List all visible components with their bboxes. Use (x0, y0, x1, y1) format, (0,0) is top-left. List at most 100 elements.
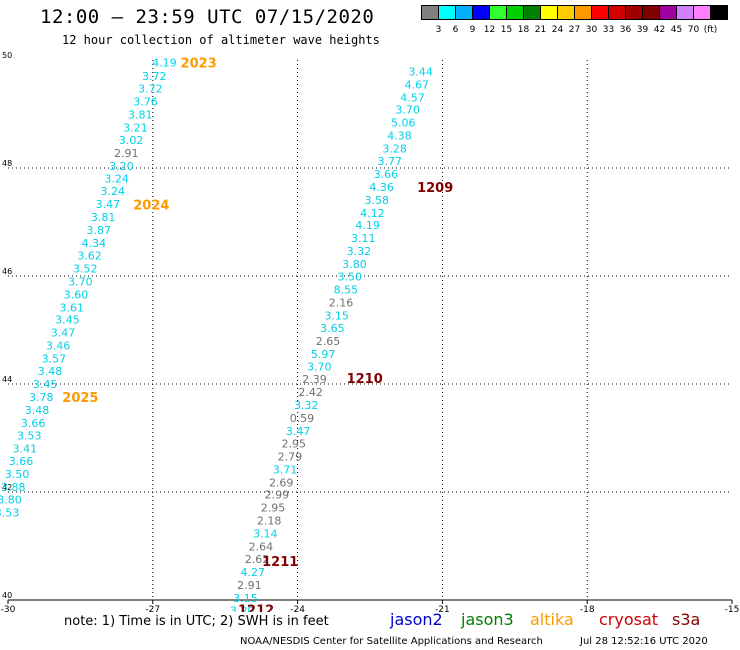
wave-height-value: 2.39 (302, 373, 327, 386)
y-tick-label: 46 (2, 267, 12, 276)
wave-height-value: 3.80 (342, 258, 367, 271)
wave-height-value: 2.91 (114, 147, 139, 160)
wave-height-value: 3.61 (59, 301, 84, 314)
color-scale-tick: 6 (453, 25, 459, 35)
color-swatch (710, 5, 728, 20)
satellite-jason2-label: jason2 (390, 610, 443, 629)
y-tick-label: 44 (2, 375, 12, 384)
wave-height-value: 4.34 (82, 237, 107, 250)
color-scale-tick: 12 (484, 25, 495, 35)
wave-height-value: 2.18 (257, 515, 282, 528)
wave-height-value: 3.21 (123, 122, 148, 135)
wave-height-value: 3.32 (294, 399, 319, 412)
wave-height-value: 5.97 (311, 348, 336, 361)
pass-time-label: 2023 (181, 57, 217, 72)
pass-time-label: 1210 (347, 372, 383, 387)
wave-height-value: 3.45 (55, 314, 80, 327)
color-scale-tick: 39 (637, 25, 649, 35)
wave-height-value: 3.87 (86, 224, 111, 237)
wave-height-value: 3.66 (21, 417, 46, 430)
color-scale-tick: 30 (586, 25, 598, 35)
wave-height-value: 3.77 (378, 155, 403, 168)
color-scale-tick: 36 (620, 25, 632, 35)
wave-height-value: 2.64 (249, 541, 274, 554)
x-tick-label: -30 (1, 605, 16, 612)
color-scale-tick: 70 (688, 25, 700, 35)
wave-height-value: 4.19 (355, 219, 380, 232)
pass-time-label: 1209 (417, 181, 453, 196)
wave-height-value: 2.95 (261, 502, 286, 515)
wave-height-value: 3.81 (91, 211, 116, 224)
chart-title: 12:00 – 23:59 UTC 07/15/2020 (40, 6, 375, 28)
wave-height-value: 2.42 (298, 386, 323, 399)
wave-height-value: 3.72 (142, 70, 167, 83)
color-scale-legend: 3 6 9 12 15 18 21 24 27 30 33 36 39 42 45 70 (ft) (421, 5, 728, 35)
wave-height-value: 3.80 (0, 494, 22, 507)
wave-height-value: 3.14 (253, 528, 278, 541)
color-scale-tick: 24 (552, 25, 564, 35)
footer-note: note: 1) Time is in UTC; 2) SWH is in fe… (64, 614, 329, 629)
wave-height-map: -30 -27 -24 -21 -18 -154042444648504.193.723.… (0, 51, 739, 612)
wave-height-value: 3.53 (17, 429, 42, 442)
y-tick-label: 42 (2, 483, 12, 492)
wave-height-value: 3.02 (119, 134, 144, 147)
satellite-s3a-label: s3a (672, 610, 701, 629)
wave-height-value: 2.69 (269, 476, 294, 489)
wave-height-value: 3.47 (286, 425, 311, 438)
wave-height-value: 3.48 (25, 404, 50, 417)
y-tick-label: 40 (2, 591, 12, 600)
wave-height-value: 3.15 (233, 592, 258, 605)
wave-height-value: 3.45 (33, 378, 58, 391)
wave-height-value: 3.11 (351, 232, 376, 245)
wave-height-value: 3.50 (337, 271, 362, 284)
wave-height-value: 3.57 (42, 353, 67, 366)
wave-height-value: 3.44 (408, 65, 433, 78)
wave-height-value: 3.70 (395, 104, 420, 117)
wave-height-value: 3.66 (374, 168, 399, 181)
color-scale-tick: 33 (603, 25, 614, 35)
x-tick-label: -27 (145, 605, 160, 612)
y-tick-label: 50 (2, 51, 12, 60)
wave-height-value: 2.79 (278, 450, 303, 463)
footer: note: 1) Time is in UTC; 2) SWH is in fe… (0, 608, 740, 650)
generated-timestamp: Jul 28 12:52:16 UTC 2020 (580, 636, 708, 647)
wave-height-value: 3.47 (96, 198, 121, 211)
wave-height-value: 3.62 (77, 249, 102, 262)
wave-height-value: 2.62 (245, 553, 270, 566)
color-scale-tick: 18 (518, 25, 530, 35)
wave-height-value: 5.06 (391, 117, 416, 130)
wave-height-value: 3.20 (109, 160, 134, 173)
wave-height-value: 0.59 (290, 412, 315, 425)
wave-height-value: 4.27 (240, 566, 265, 579)
wave-height-value: 3.71 (273, 463, 298, 476)
wave-height-value: 3.70 (68, 275, 93, 288)
satellite-cryosat-label: cryosat (599, 610, 659, 629)
wave-height-value: 3.47 (51, 327, 76, 340)
color-scale-tick: 27 (569, 25, 580, 35)
wave-height-value: 3.88 (1, 481, 26, 494)
wave-height-value: 3.66 (9, 455, 34, 468)
wave-height-value: 3.52 (73, 262, 98, 275)
wave-height-value: 3.70 (307, 361, 332, 374)
color-scale-tick: 9 (470, 25, 476, 35)
wave-height-value: 3.32 (347, 245, 372, 258)
satellite-jason3-label: jason3 (461, 610, 514, 629)
wave-height-value: 3.81 (128, 109, 153, 122)
pass-time-label: 2024 (133, 199, 169, 214)
x-tick-label: -21 (435, 605, 450, 612)
wave-height-value: 3.20 (230, 604, 255, 612)
wave-height-value: 2.65 (316, 335, 341, 348)
pass-time-label: 2025 (62, 391, 98, 406)
color-scale-tick: 21 (535, 25, 546, 35)
wave-height-value: 8.55 (334, 284, 359, 297)
pass-time-label: 1211 (262, 555, 298, 570)
color-scale-tick: 15 (501, 25, 512, 35)
color-scale-tick: (ft) (704, 25, 718, 35)
wave-height-value: 3.58 (365, 194, 390, 207)
x-tick-label: -18 (580, 605, 595, 612)
wave-height-value: 3.24 (104, 172, 129, 185)
color-scale-tick: 42 (654, 25, 665, 35)
wave-height-value: 3.15 (324, 309, 349, 322)
wave-height-value: 3.78 (29, 391, 54, 404)
wave-height-value: 3.24 (100, 185, 125, 198)
